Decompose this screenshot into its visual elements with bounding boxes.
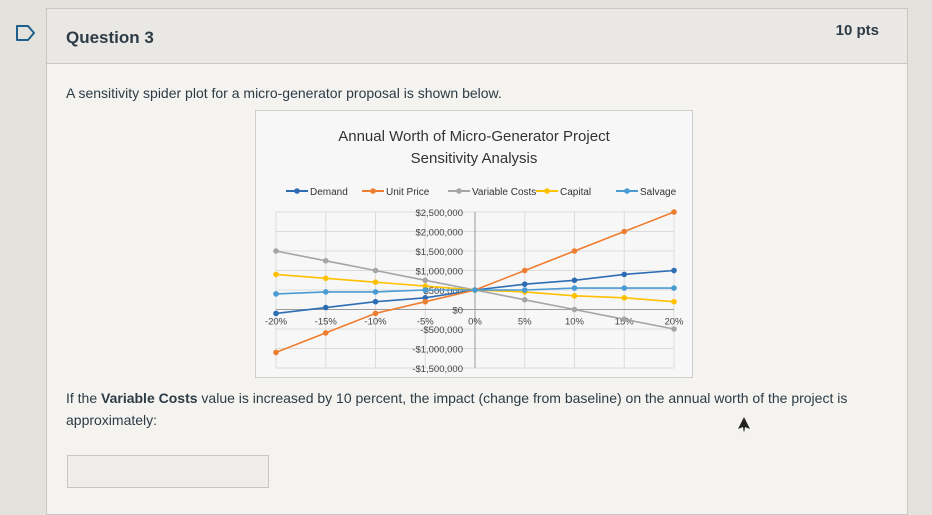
x-tick-label: 0% — [468, 317, 482, 328]
data-point-demand — [571, 277, 578, 284]
data-point-demand — [671, 267, 677, 274]
data-point-capital — [372, 279, 379, 285]
data-point-unit-price — [671, 209, 677, 215]
data-point-capital — [671, 298, 677, 305]
followup-text-after: value is increased by 10 percent, the im… — [66, 390, 848, 428]
data-point-demand — [322, 304, 329, 311]
y-tick-label: $1,500,000 — [415, 247, 463, 258]
x-tick-label: 10% — [565, 317, 585, 328]
followup-text-bold: Variable Costs — [101, 390, 198, 406]
y-tick-label: -$1,000,000 — [412, 345, 463, 356]
legend-marker-unit-price — [370, 188, 376, 194]
data-point-variable-costs — [372, 267, 379, 274]
data-point-variable-costs — [521, 296, 528, 303]
data-point-capital — [273, 271, 279, 278]
answer-input[interactable] — [67, 455, 269, 488]
data-point-salvage — [273, 291, 279, 297]
followup-question: If the Variable Costs value is increased… — [66, 387, 876, 431]
legend-marker-variable-costs — [456, 188, 462, 194]
data-point-salvage — [472, 287, 478, 293]
legend-label-variable-costs: Variable Costs — [472, 187, 536, 198]
y-tick-label: $1,000,000 — [415, 267, 463, 278]
data-point-demand — [273, 310, 279, 317]
data-point-salvage — [372, 289, 379, 295]
data-point-unit-price — [273, 349, 279, 356]
legend-marker-salvage — [624, 188, 630, 194]
y-tick-label: $0 — [452, 306, 463, 317]
y-tick-label: -$1,500,000 — [412, 364, 463, 375]
x-tick-label: -20% — [265, 317, 288, 328]
chart-title: Annual Worth of Micro-Generator Project — [338, 128, 610, 145]
data-point-variable-costs — [671, 326, 677, 332]
data-point-salvage — [422, 287, 429, 293]
y-tick-label: $500,000 — [423, 286, 463, 297]
x-tick-label: 20% — [664, 317, 684, 328]
question-card: Question 3 10 pts A sensitivity spider p… — [46, 8, 908, 515]
y-tick-label: $2,000,000 — [415, 228, 463, 239]
data-point-variable-costs — [422, 277, 429, 284]
data-point-demand — [422, 295, 429, 301]
data-point-capital — [571, 293, 578, 299]
data-point-variable-costs — [322, 257, 329, 264]
sensitivity-chart: Annual Worth of Micro-Generator Project S… — [255, 110, 693, 378]
legend-label-demand: Demand — [310, 187, 348, 198]
data-point-demand — [521, 281, 528, 287]
data-point-salvage — [671, 285, 677, 291]
data-point-salvage — [571, 285, 578, 291]
legend-label-capital: Capital — [560, 187, 591, 198]
data-point-unit-price — [621, 228, 628, 235]
data-point-variable-costs — [273, 248, 279, 254]
question-title: Question 3 — [66, 28, 154, 47]
legend-label-salvage: Salvage — [640, 187, 677, 198]
followup-text-before: If the — [66, 390, 102, 406]
data-point-salvage — [322, 289, 329, 295]
question-text: A sensitivity spider plot for a micro-ge… — [66, 85, 502, 101]
data-point-unit-price — [422, 298, 429, 305]
data-point-variable-costs — [621, 316, 628, 323]
data-point-unit-price — [571, 248, 578, 254]
data-point-capital — [322, 275, 329, 282]
data-point-unit-price — [372, 310, 379, 317]
data-point-demand — [621, 271, 628, 278]
data-point-unit-price — [322, 330, 329, 336]
chart-svg: Annual Worth of Micro-Generator Project S… — [265, 128, 684, 375]
data-point-salvage — [521, 287, 528, 293]
mouse-cursor-icon — [738, 417, 750, 433]
y-tick-label: -$500,000 — [420, 325, 463, 336]
data-point-demand — [372, 298, 379, 305]
question-header: Question 3 10 pts — [47, 9, 907, 64]
data-point-variable-costs — [571, 306, 578, 313]
data-point-unit-price — [521, 267, 528, 274]
data-point-capital — [621, 295, 628, 301]
question-points: 10 pts — [835, 22, 879, 39]
x-tick-label: -10% — [364, 317, 387, 328]
legend-marker-capital — [544, 188, 550, 194]
x-tick-label: -5% — [417, 317, 434, 328]
chart-subtitle: Sensitivity Analysis — [411, 150, 538, 167]
flag-icon[interactable] — [14, 24, 36, 42]
x-tick-label: 5% — [518, 317, 532, 328]
data-point-capital — [422, 283, 429, 289]
legend-marker-demand — [294, 188, 300, 194]
x-tick-label: -15% — [315, 317, 338, 328]
data-point-salvage — [621, 285, 628, 291]
legend-label-unit-price: Unit Price — [386, 187, 430, 198]
y-tick-label: $2,500,000 — [415, 208, 463, 219]
